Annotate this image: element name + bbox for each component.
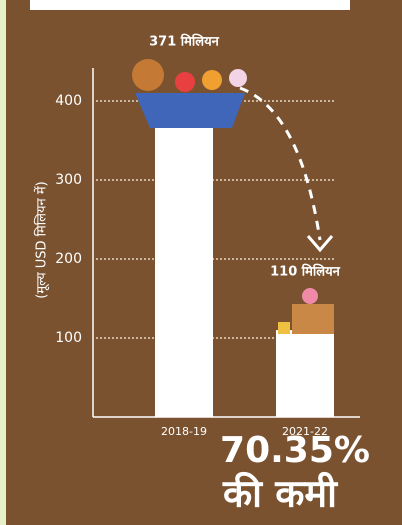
- x-tick-label: 2018-19: [161, 425, 207, 438]
- ball: [175, 72, 195, 92]
- toy: [202, 70, 222, 90]
- annotation-subtitle: की कमी: [222, 472, 338, 516]
- toy-box: [292, 304, 334, 334]
- y-axis-label: (मूल्य USD मिलियन में): [34, 181, 50, 298]
- annotation: 70.35%: [220, 430, 370, 471]
- y-tick-label: 400: [55, 93, 82, 109]
- bar: [276, 330, 334, 417]
- top-banner: [30, 0, 350, 10]
- value-label: 110 मिलियन: [270, 264, 341, 280]
- bar: [155, 123, 213, 417]
- y-tick-label: 300: [55, 172, 82, 188]
- toy-pink: [302, 288, 318, 304]
- y-tick-label: 100: [55, 330, 82, 346]
- arrow-head: [306, 235, 334, 253]
- x-tick-label: 2021-22: [282, 425, 328, 438]
- bunny: [229, 69, 247, 87]
- y-tick-label: 200: [55, 251, 82, 267]
- left-strip: [0, 0, 6, 525]
- basket: [135, 93, 245, 128]
- decorations: [132, 59, 334, 334]
- value-label: 371 मिलियन: [149, 34, 220, 50]
- block: [278, 322, 290, 334]
- teddy: [132, 59, 164, 91]
- arrow: [239, 86, 322, 241]
